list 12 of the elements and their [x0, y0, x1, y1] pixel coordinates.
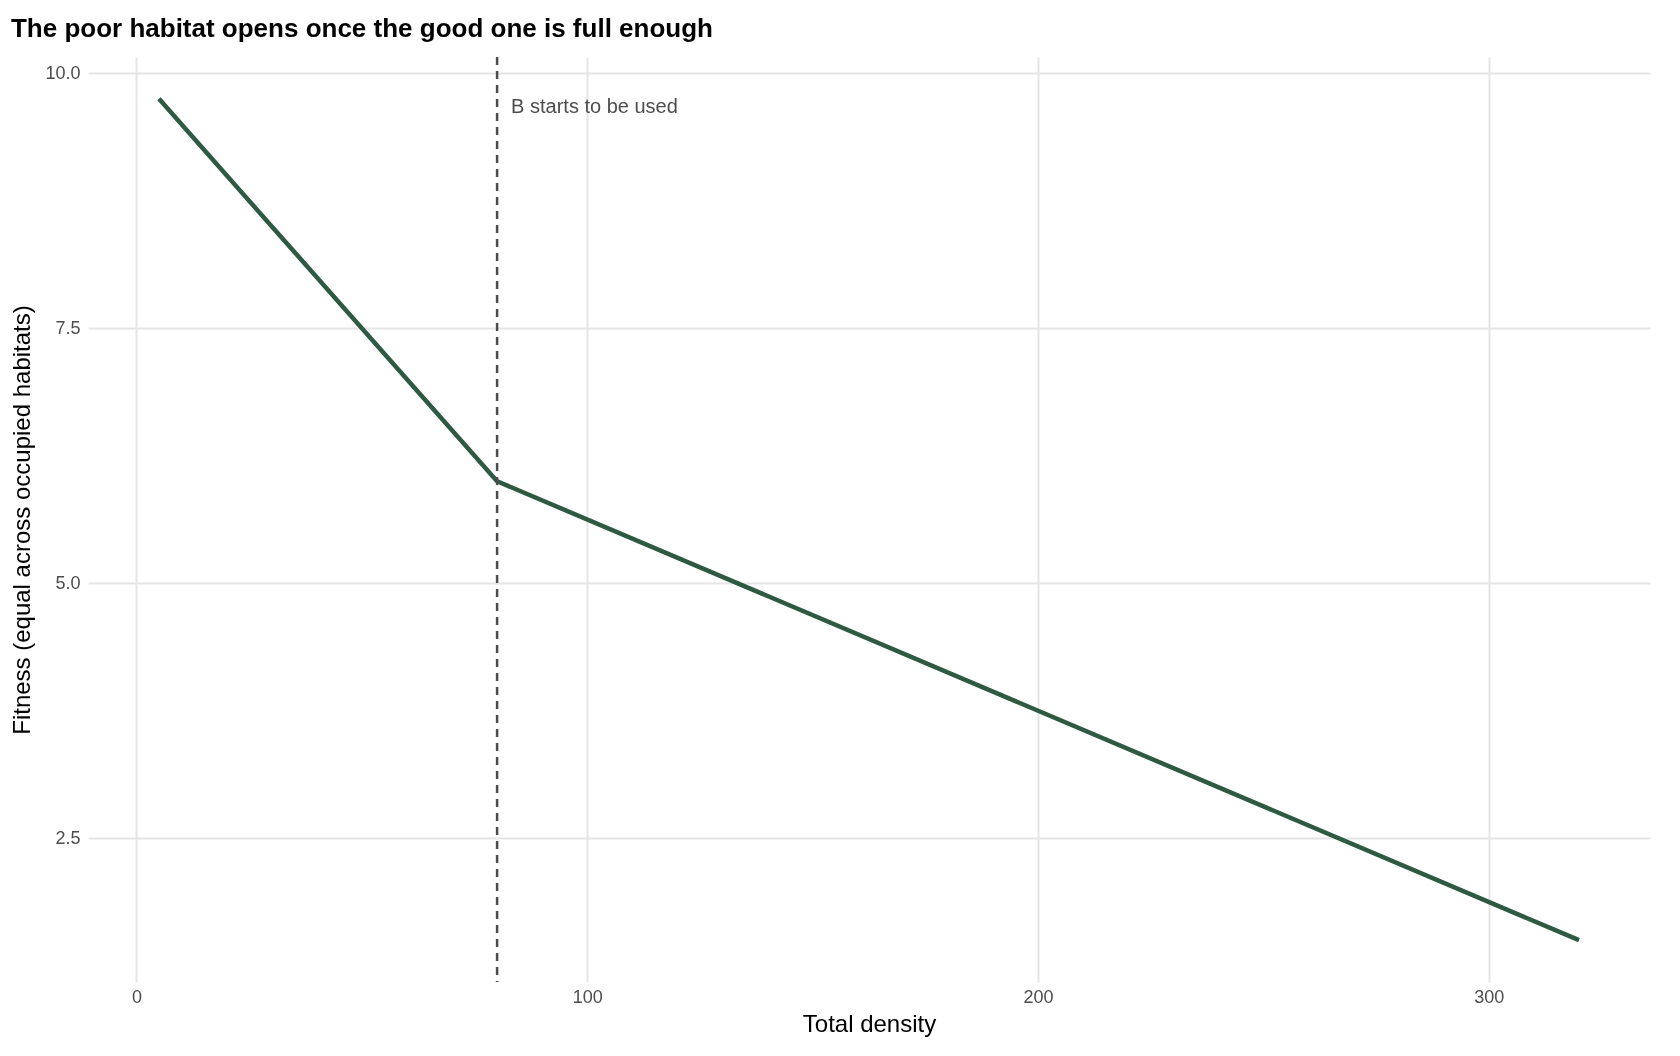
y-tick-label: 2.5 [55, 827, 81, 848]
x-tick-label: 200 [1023, 986, 1054, 1007]
x-tick-label: 0 [131, 986, 142, 1007]
y-tick-label: 7.5 [55, 317, 81, 338]
y-tick-label: 5.0 [55, 572, 81, 593]
ref-line-label: B starts to be used [511, 95, 678, 117]
y-axis-title: Fitness (equal across occupied habitats) [8, 305, 36, 735]
y-tick-label: 10.0 [45, 62, 81, 83]
chart-title: The poor habitat opens once the good one is full enough [10, 12, 713, 43]
x-tick-label: 100 [572, 986, 603, 1007]
x-tick-label: 300 [1474, 986, 1505, 1007]
x-axis-title: Total density [802, 1009, 937, 1037]
